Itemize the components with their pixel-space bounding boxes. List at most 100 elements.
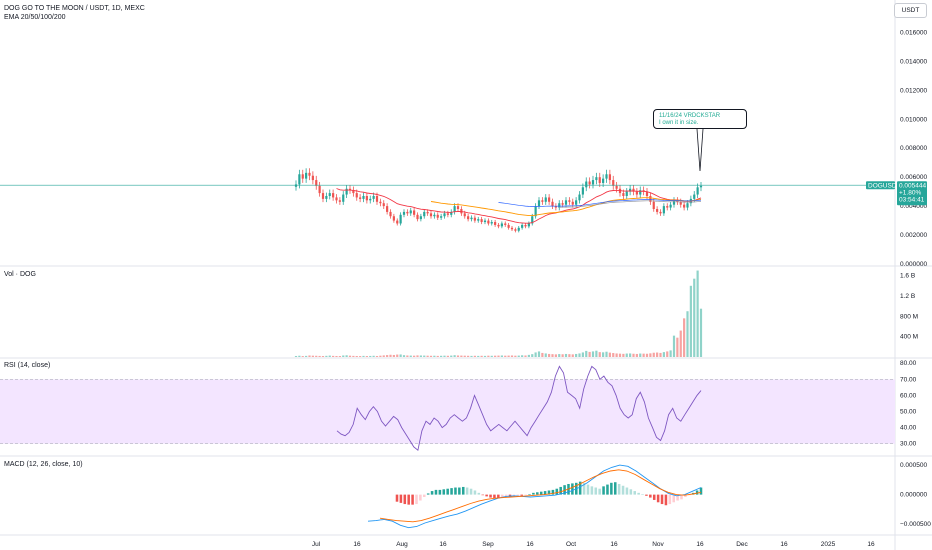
ema-indicator-label[interactable]: EMA 20/50/100/200 [4, 14, 66, 21]
candle-body [453, 206, 456, 212]
volume-bar [689, 285, 692, 357]
volume-bar [375, 355, 379, 357]
candle-body [426, 211, 429, 214]
macd-histogram-bar [461, 486, 465, 495]
macd-histogram-bar [590, 486, 594, 495]
volume-bar [348, 355, 352, 357]
candle-body [348, 188, 352, 191]
price-axis-tick: 0.012000 [900, 87, 927, 94]
candle-body [416, 214, 419, 220]
macd-histogram-bar [485, 494, 488, 497]
macd-histogram-bar [695, 490, 699, 495]
callout-line-1: 11/16/24 VRDCKSTAR [659, 113, 721, 119]
volume-bar [564, 353, 568, 357]
macd-histogram-bar [684, 494, 687, 497]
candle-body [585, 181, 588, 188]
volume-bar [659, 352, 662, 357]
macd-histogram-bar [543, 491, 547, 495]
candle-body [490, 222, 493, 224]
volume-bar [598, 352, 601, 357]
candle-body [463, 213, 466, 217]
volume-bar [541, 352, 544, 357]
ema-50-line [430, 197, 702, 217]
candle-body [541, 200, 544, 202]
currency-button[interactable]: USDT [894, 3, 927, 18]
volume-bar [305, 355, 308, 357]
time-axis-tick: Jul [312, 541, 321, 548]
volume-bar [436, 355, 439, 357]
volume-pane-label[interactable]: Vol · DOG [4, 271, 36, 278]
volume-bar [426, 355, 429, 357]
volume-bar [683, 318, 686, 357]
candle-body [629, 188, 632, 192]
macd-histogram-bar [699, 487, 703, 495]
candle-body [328, 193, 331, 196]
time-axis-tick: Sep [482, 541, 494, 548]
candle-body [645, 191, 649, 196]
volume-bar [656, 352, 659, 357]
candle-body [392, 216, 395, 221]
macd-histogram-bar [539, 491, 543, 495]
candle-body [379, 201, 382, 204]
macd-histogram-bar [582, 482, 586, 495]
macd-histogram-bar [578, 481, 582, 495]
macd-histogram-bar [625, 487, 629, 495]
candle-body [372, 195, 375, 199]
volume-bar [625, 353, 628, 357]
candle-body [298, 174, 301, 185]
volume-bar [578, 353, 581, 357]
macd-histogram-bar [598, 488, 601, 495]
volume-bar [402, 355, 406, 357]
volume-bar [359, 356, 362, 357]
candle-body [382, 203, 385, 207]
candle-body [699, 185, 703, 188]
volume-bar [416, 355, 419, 357]
macd-histogram-bar [551, 489, 555, 495]
candle-body [345, 188, 348, 195]
volume-bar [531, 354, 534, 357]
price-axis-tick: 0.008000 [900, 145, 927, 152]
volume-bar [382, 355, 385, 357]
symbol-title: DOG GO TO THE MOON / USDT, 1D, MEXC [4, 5, 145, 12]
macd-histogram-bar [407, 494, 410, 505]
candle-body [399, 214, 402, 224]
candle-body [375, 195, 379, 202]
macd-histogram-bar [664, 494, 668, 506]
candle-body [443, 213, 446, 217]
volume-bar [568, 354, 571, 357]
candle-body [497, 224, 500, 227]
candle-body [467, 216, 470, 220]
macd-histogram-bar [524, 494, 527, 496]
time-axis-tick: Aug [396, 541, 408, 548]
candle-body [386, 206, 389, 212]
price-axis-tick: 0.002000 [900, 232, 927, 239]
time-axis-tick: 16 [610, 541, 618, 548]
candle-body [480, 219, 483, 223]
candle-body [483, 220, 487, 223]
candle-body [470, 217, 473, 220]
candle-body [315, 180, 318, 186]
price-axis-tick: 0.010000 [900, 116, 927, 123]
volume-bar [379, 355, 382, 357]
volume-bar [342, 355, 345, 357]
volume-bar [669, 350, 672, 357]
volume-bar [686, 311, 689, 357]
ticker-badge-text: DOGUSDT [868, 183, 901, 190]
macd-histogram-bar [426, 493, 430, 495]
rsi-axis-tick: 50.00 [900, 409, 917, 416]
macd-histogram-bar [547, 490, 551, 495]
candle-body [652, 201, 655, 210]
macd-axis-tick: −0.000500 [900, 521, 931, 528]
macd-histogram-bar [660, 494, 664, 505]
volume-bar [504, 355, 507, 357]
candle-body [591, 180, 595, 185]
rsi-pane-label[interactable]: RSI (14, close) [4, 362, 51, 369]
macd-pane-label[interactable]: MACD (12, 26, close, 10) [4, 461, 83, 468]
macd-histogram-bar [559, 486, 562, 495]
volume-bar [662, 352, 665, 357]
volume-bar [308, 355, 311, 357]
candle-body [679, 201, 682, 205]
volume-bar [406, 355, 409, 357]
volume-bar [494, 355, 497, 357]
